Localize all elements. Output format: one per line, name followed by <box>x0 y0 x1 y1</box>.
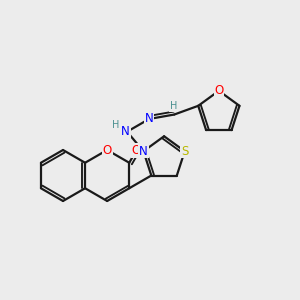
Text: H: H <box>112 120 119 130</box>
Text: O: O <box>214 84 224 97</box>
Text: N: N <box>145 112 154 125</box>
Text: S: S <box>181 145 188 158</box>
Text: O: O <box>103 143 112 157</box>
Text: N: N <box>139 145 148 158</box>
Text: N: N <box>121 125 130 138</box>
Text: H: H <box>170 101 177 111</box>
Text: O: O <box>132 144 141 157</box>
